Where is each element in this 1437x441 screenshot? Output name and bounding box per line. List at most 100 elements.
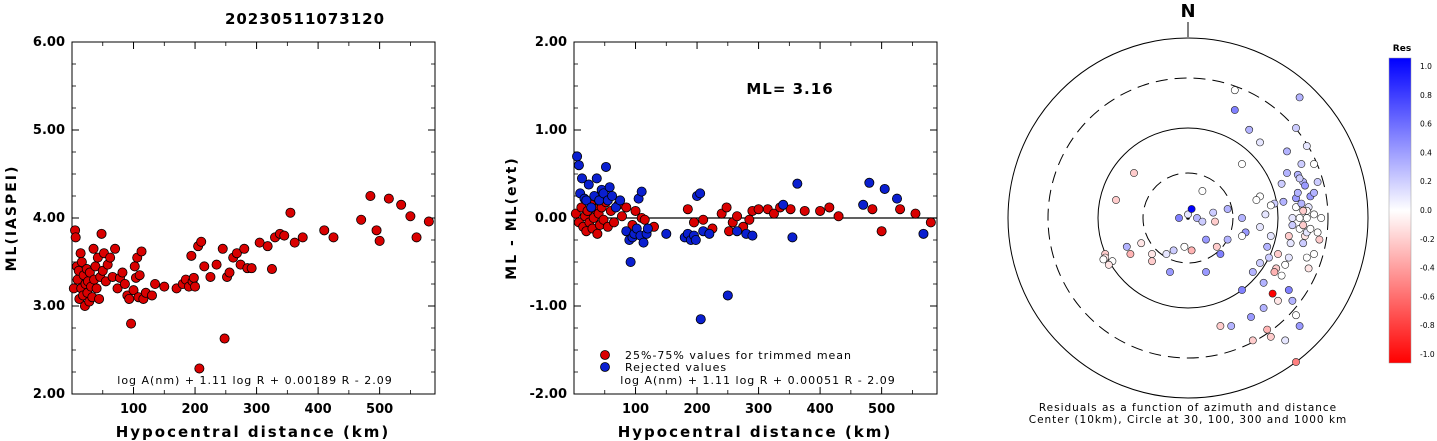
data-point (150, 278, 161, 289)
data-point (383, 193, 394, 204)
x-tick-label: 300 (243, 402, 270, 417)
data-points (68, 190, 434, 374)
rejected-point (661, 228, 672, 239)
data-point (262, 241, 273, 252)
data-point (105, 252, 116, 263)
residual-point (1313, 178, 1322, 186)
residual-point (1281, 336, 1290, 345)
y-tick-label: 2.00 (535, 35, 567, 50)
data-point (374, 235, 385, 246)
data-point (319, 225, 330, 236)
residual-point (1104, 260, 1113, 269)
residual-point (1202, 268, 1210, 276)
colorbar-label: 0.6 (1420, 120, 1432, 129)
legend-marker-trimmed (600, 350, 610, 360)
x-tick-label: 200 (181, 402, 208, 417)
residual-point (1265, 253, 1273, 262)
trimmed-point (639, 214, 650, 225)
data-point (289, 237, 300, 248)
residual-point (1256, 223, 1264, 231)
rejected-point (600, 161, 611, 172)
trimmed-point (799, 205, 810, 216)
rejected-point (638, 237, 649, 248)
data-point (119, 278, 130, 289)
residual-point (1317, 214, 1326, 222)
residual-point (1315, 235, 1324, 244)
trimmed-point (698, 214, 709, 225)
residual-point (1193, 214, 1201, 222)
residual-point (1277, 179, 1286, 188)
plot-frame (71, 41, 436, 395)
residual-point (1299, 239, 1308, 248)
data-point (146, 290, 157, 301)
ring-100km (1097, 127, 1279, 309)
data-point (194, 363, 205, 374)
data-point (94, 293, 105, 304)
residual-point (1162, 250, 1171, 258)
residual-point (1297, 160, 1306, 168)
residual-point (1302, 214, 1311, 222)
x-axis-label: Hypocentral distance (km) (618, 423, 893, 441)
rejected-point (892, 193, 903, 204)
data-point (110, 243, 121, 254)
data-point (159, 281, 170, 292)
residual-point (1304, 264, 1313, 273)
data-point (279, 230, 290, 241)
residual-point (1187, 246, 1196, 255)
residual-point (1310, 160, 1318, 168)
trimmed-point (570, 208, 581, 219)
rejected-point (604, 182, 615, 193)
y-tick-label: 6.00 (33, 35, 65, 50)
data-point (365, 190, 376, 201)
rejected-point (747, 230, 758, 241)
ml-annotation: ML= 3.16 (746, 80, 833, 98)
rejected-point (787, 232, 798, 243)
colorbar-label: 0.0 (1420, 206, 1432, 215)
rejected-point (586, 202, 597, 213)
residual-point (1184, 210, 1192, 219)
colorbar-label: -1.0 (1420, 350, 1435, 359)
residual-point (1175, 214, 1183, 222)
residual-point (1270, 268, 1279, 276)
axis-ticks: 100 200 300 400 500 -2.00 -1.00 0.00 1.00 2.00 (530, 35, 937, 417)
data-point (91, 283, 102, 294)
caption-line-1: Residuals as a function of azimuth and d… (1039, 402, 1337, 414)
data-point (285, 207, 296, 218)
residual-point (1295, 214, 1304, 222)
residual-point (1281, 260, 1290, 269)
x-tick-label: 400 (807, 402, 834, 417)
residual-point (1137, 239, 1146, 248)
residual-point (1292, 311, 1300, 320)
colorbar-title: Res (1393, 44, 1411, 54)
residual-point (1209, 208, 1218, 217)
trimmed-point (732, 211, 743, 222)
x-tick-label: 100 (120, 402, 147, 417)
trimmed-point (925, 217, 936, 228)
residual-point (1284, 232, 1293, 240)
residual-point (1299, 206, 1308, 215)
residual-point (1293, 188, 1302, 197)
residual-point (1148, 257, 1156, 266)
residual-point (1216, 322, 1225, 330)
rejected-point (636, 186, 647, 197)
caption-line-2: Center (10km), Circle at 30, 100, 300 an… (1029, 414, 1348, 426)
residual-point (1286, 239, 1295, 248)
residual-point (1292, 124, 1300, 132)
y-tick-label: -2.00 (530, 387, 567, 402)
data-point (266, 264, 277, 275)
rejected-point (642, 223, 653, 234)
y-tick-label: 3.00 (33, 299, 65, 314)
x-tick-label: 200 (683, 402, 710, 417)
residual-point (1198, 217, 1207, 226)
rejected-point (695, 188, 706, 199)
event-title: 20230511073120 (225, 10, 385, 28)
y-tick-label: 4.00 (33, 211, 65, 226)
residual-point (1268, 289, 1277, 298)
rejected-point (778, 199, 789, 210)
residual-point (1216, 250, 1225, 258)
x-tick-label: 500 (868, 402, 895, 417)
trimmed-point (876, 226, 887, 237)
x-axis-label: Hypocentral distance (km) (116, 423, 391, 441)
residual-point (1274, 296, 1282, 305)
